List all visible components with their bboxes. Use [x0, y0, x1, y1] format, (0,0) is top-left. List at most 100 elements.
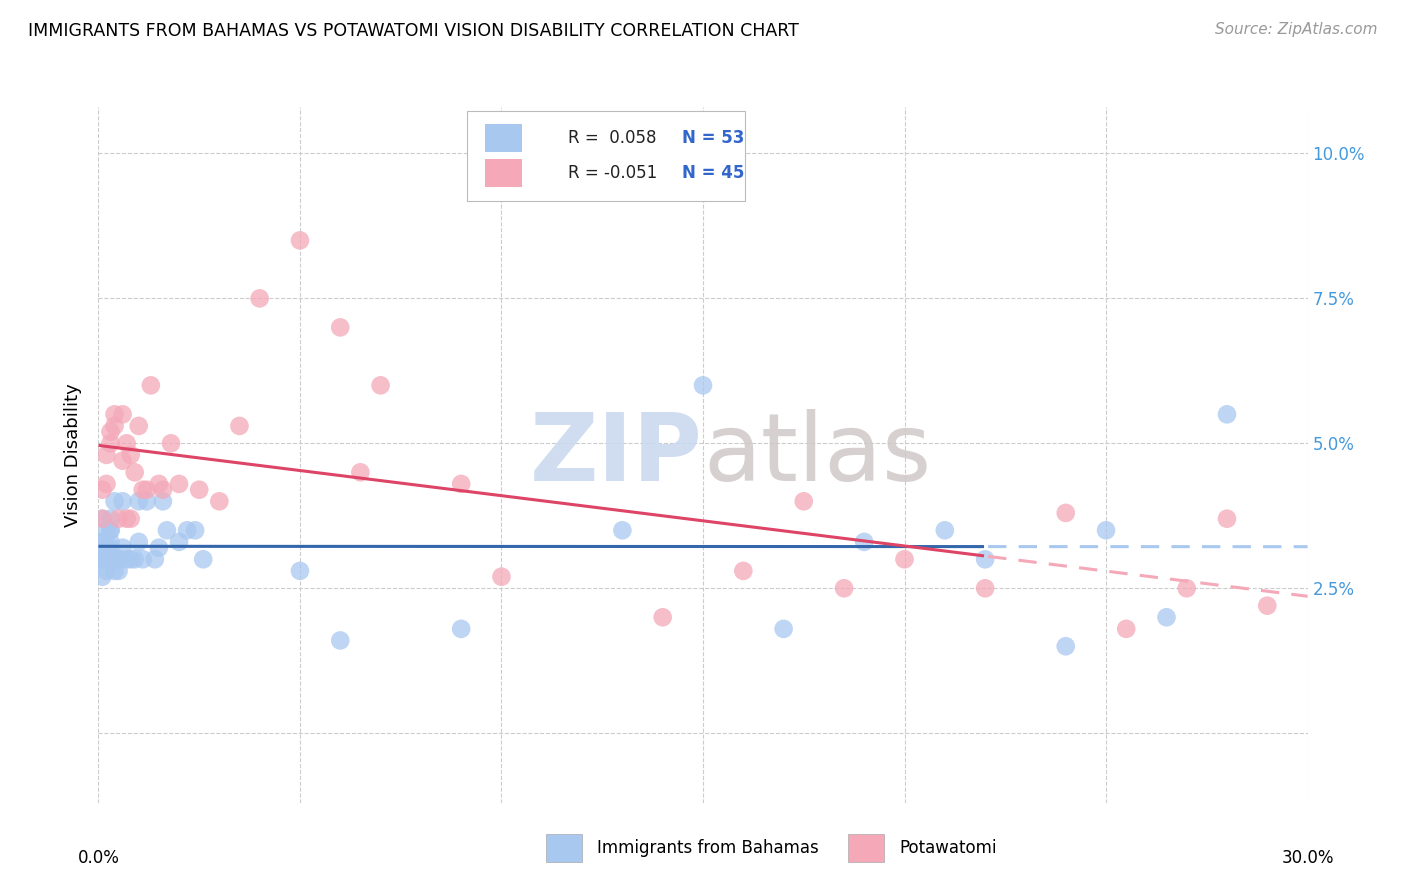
Point — [793, 494, 815, 508]
Point — [96, 541, 118, 555]
Text: 30.0%: 30.0% — [1281, 849, 1334, 867]
Point — [91, 552, 114, 566]
Point — [612, 523, 634, 537]
Point — [152, 483, 174, 497]
Point — [96, 523, 118, 537]
Point — [349, 466, 371, 480]
Text: R =  0.058: R = 0.058 — [568, 129, 657, 147]
Point — [208, 494, 231, 508]
Point — [115, 436, 138, 450]
Point — [103, 419, 125, 434]
Bar — [485, 159, 522, 187]
Text: Potawatomi: Potawatomi — [898, 839, 997, 857]
Point — [974, 552, 997, 566]
Point — [120, 448, 142, 462]
Text: R = -0.051: R = -0.051 — [568, 164, 657, 182]
Point — [91, 483, 114, 497]
Text: Source: ZipAtlas.com: Source: ZipAtlas.com — [1215, 22, 1378, 37]
Point — [893, 552, 915, 566]
Bar — [546, 834, 582, 862]
Point — [491, 570, 513, 584]
Point — [370, 378, 392, 392]
Text: ZIP: ZIP — [530, 409, 703, 501]
Point — [184, 523, 207, 537]
Point — [832, 582, 855, 596]
Point — [107, 511, 129, 525]
Point — [772, 622, 794, 636]
Point — [228, 419, 250, 434]
Point — [249, 291, 271, 305]
Point — [103, 407, 125, 422]
Point — [193, 552, 215, 566]
Point — [96, 564, 118, 578]
Text: IMMIGRANTS FROM BAHAMAS VS POTAWATOMI VISION DISABILITY CORRELATION CHART: IMMIGRANTS FROM BAHAMAS VS POTAWATOMI VI… — [28, 22, 799, 40]
Point — [135, 494, 157, 508]
Point — [1115, 622, 1137, 636]
Point — [100, 511, 122, 525]
Point — [91, 534, 114, 549]
Bar — [848, 834, 884, 862]
Point — [128, 494, 150, 508]
Point — [103, 494, 125, 508]
Point — [148, 541, 170, 555]
Point — [124, 466, 146, 480]
Point — [135, 483, 157, 497]
Point — [91, 511, 114, 525]
Point — [103, 552, 125, 566]
Point — [100, 425, 122, 439]
Point — [651, 610, 673, 624]
Point — [89, 552, 111, 566]
Point — [111, 494, 134, 508]
Point — [934, 523, 956, 537]
Point — [148, 476, 170, 491]
Point — [107, 552, 129, 566]
Point — [1054, 639, 1077, 653]
Point — [89, 534, 111, 549]
Point — [91, 511, 114, 525]
Point — [1095, 523, 1118, 537]
Bar — [485, 124, 522, 153]
Point — [128, 534, 150, 549]
Point — [103, 564, 125, 578]
Point — [329, 633, 352, 648]
Point — [128, 419, 150, 434]
Point — [96, 552, 118, 566]
Text: N = 53: N = 53 — [682, 129, 745, 147]
Point — [176, 523, 198, 537]
FancyBboxPatch shape — [467, 111, 745, 201]
Point — [100, 534, 122, 549]
Text: N = 45: N = 45 — [682, 164, 745, 182]
Point — [1256, 599, 1278, 613]
Point — [111, 541, 134, 555]
Point — [156, 523, 179, 537]
Point — [160, 436, 183, 450]
Point — [853, 534, 876, 549]
Point — [107, 564, 129, 578]
Point — [96, 541, 118, 555]
Text: Immigrants from Bahamas: Immigrants from Bahamas — [596, 839, 818, 857]
Point — [111, 453, 134, 467]
Point — [132, 552, 155, 566]
Point — [100, 436, 122, 450]
Point — [152, 494, 174, 508]
Point — [107, 552, 129, 566]
Text: 0.0%: 0.0% — [77, 849, 120, 867]
Point — [1156, 610, 1178, 624]
Point — [1054, 506, 1077, 520]
Point — [111, 407, 134, 422]
Point — [450, 476, 472, 491]
Point — [132, 483, 155, 497]
Point — [96, 476, 118, 491]
Point — [91, 570, 114, 584]
Point — [288, 564, 311, 578]
Point — [143, 552, 166, 566]
Point — [733, 564, 755, 578]
Point — [188, 483, 211, 497]
Point — [100, 523, 122, 537]
Point — [100, 552, 122, 566]
Point — [100, 541, 122, 555]
Point — [120, 552, 142, 566]
Point — [974, 582, 997, 596]
Point — [329, 320, 352, 334]
Point — [1216, 407, 1239, 422]
